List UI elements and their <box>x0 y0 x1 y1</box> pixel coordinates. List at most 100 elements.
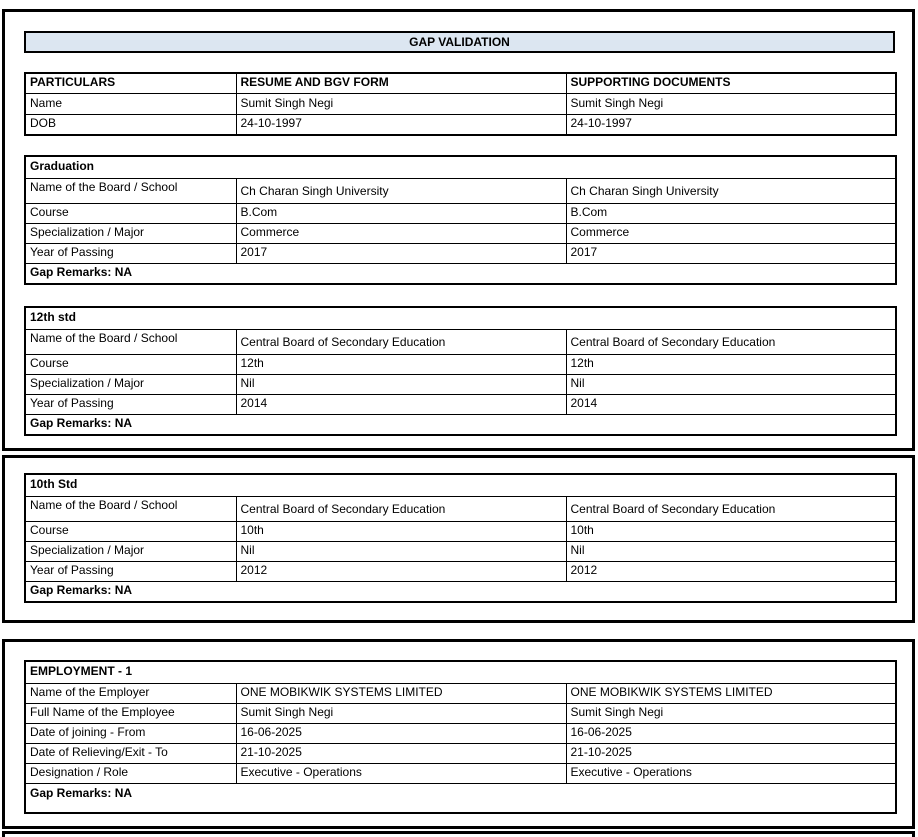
resume-value-cell: 24-10-1997 <box>235 113 567 136</box>
gap-remarks-row: Gap Remarks: NA <box>24 413 897 436</box>
resume-value-cell: Sumit Singh Negi <box>235 92 567 115</box>
resume-value-cell: 21-10-2025 <box>235 742 567 764</box>
table-row: Date of Relieving/Exit - To 21-10-2025 21-… <box>24 742 897 764</box>
gap-remarks-cell: Gap Remarks: NA <box>24 580 897 603</box>
resume-value-cell: Nil <box>235 540 567 562</box>
row-label-cell: Specialization / Major <box>24 222 237 244</box>
section-table: Graduation Name of the Board / School Ch C… <box>24 155 897 285</box>
section-title: 10th Std <box>24 473 897 497</box>
supporting-value-cell: Central Board of Secondary Education <box>565 495 897 522</box>
row-label-cell: Designation / Role <box>24 762 237 784</box>
resume-value-cell: Central Board of Secondary Education <box>235 495 567 522</box>
resume-value-cell: 16-06-2025 <box>235 722 567 744</box>
supporting-value-cell: Nil <box>565 373 897 395</box>
particulars-header-row: PARTICULARS RESUME AND BGV FORM SUPPORTING… <box>24 72 897 94</box>
supporting-value-cell: Executive - Operations <box>565 762 897 784</box>
section-title: 12th std <box>24 306 897 330</box>
resume-value-cell: 12th <box>235 353 567 375</box>
table-row: Course B.Com B.Com <box>24 202 897 224</box>
supporting-value-cell: 2012 <box>565 560 897 582</box>
resume-value-cell: 2012 <box>235 560 567 582</box>
section-employment-1-container: EMPLOYMENT - 1 Name of the Employer ONE MO… <box>24 660 912 814</box>
resume-value-cell: 2017 <box>235 242 567 264</box>
row-label-cell: Name of the Employer <box>24 682 237 704</box>
resume-value-cell: Ch Charan Singh University <box>235 177 567 204</box>
supporting-value-cell: 16-06-2025 <box>565 722 897 744</box>
supporting-value-cell: Nil <box>565 540 897 562</box>
supporting-value-cell: ONE MOBIKWIK SYSTEMS LIMITED <box>565 682 897 704</box>
table-row: Year of Passing 2014 2014 <box>24 393 897 415</box>
table-row: Designation / Role Executive - Operations… <box>24 762 897 784</box>
table-row: Name of the Board / School Ch Charan Sing… <box>24 177 897 204</box>
table-row: Specialization / Major Nil Nil <box>24 540 897 562</box>
supporting-value-cell: Central Board of Secondary Education <box>565 328 897 355</box>
supporting-value-cell: 2017 <box>565 242 897 264</box>
row-label-cell: Year of Passing <box>24 393 237 415</box>
group-box-10th-std: 10th Std Name of the Board / School Centra… <box>2 455 915 623</box>
row-label-cell: Year of Passing <box>24 242 237 264</box>
section-12th-std-container: 12th std Name of the Board / School Centra… <box>24 306 912 436</box>
page-title: GAP VALIDATION <box>24 31 895 53</box>
resume-value-cell: ONE MOBIKWIK SYSTEMS LIMITED <box>235 682 567 704</box>
table-row: Full Name of the Employee Sumit Singh Neg… <box>24 702 897 724</box>
resume-value-cell: 10th <box>235 520 567 542</box>
row-label-cell: Course <box>24 202 237 224</box>
supporting-value-cell: Sumit Singh Negi <box>565 702 897 724</box>
table-row: Specialization / Major Commerce Commerce <box>24 222 897 244</box>
supporting-value-cell: Sumit Singh Negi <box>565 92 897 115</box>
gap-remarks-row: Gap Remarks: NA <box>24 782 897 814</box>
row-label-cell: Name <box>24 92 237 115</box>
row-label-cell: Course <box>24 353 237 375</box>
gap-remarks-cell: Gap Remarks: NA <box>24 782 897 814</box>
row-label-cell: Name of the Board / School <box>24 495 237 522</box>
table-row: Name of the Employer ONE MOBIKWIK SYSTEMS… <box>24 682 897 704</box>
resume-value-cell: Nil <box>235 373 567 395</box>
supporting-value-cell: 10th <box>565 520 897 542</box>
table-row: Specialization / Major Nil Nil <box>24 373 897 395</box>
column-header: RESUME AND BGV FORM <box>235 72 567 94</box>
row-label-cell: Full Name of the Employee <box>24 702 237 724</box>
supporting-value-cell: 24-10-1997 <box>565 113 897 136</box>
supporting-value-cell: 21-10-2025 <box>565 742 897 764</box>
section-header-row: 12th std <box>24 306 897 330</box>
resume-value-cell: B.Com <box>235 202 567 224</box>
particulars-table-container: PARTICULARS RESUME AND BGV FORM SUPPORTING… <box>24 72 912 136</box>
gap-remarks-row: Gap Remarks: NA <box>24 262 897 285</box>
supporting-value-cell: Ch Charan Singh University <box>565 177 897 204</box>
resume-value-cell: 2014 <box>235 393 567 415</box>
supporting-value-cell: Commerce <box>565 222 897 244</box>
row-label-cell: Date of joining - From <box>24 722 237 744</box>
table-row: Course 10th 10th <box>24 520 897 542</box>
row-label-cell: Specialization / Major <box>24 373 237 395</box>
section-header-row: 10th Std <box>24 473 897 497</box>
section-table: EMPLOYMENT - 1 Name of the Employer ONE MO… <box>24 660 898 814</box>
resume-value-cell: Sumit Singh Negi <box>235 702 567 724</box>
row-label-cell: Name of the Board / School <box>24 177 237 204</box>
table-row: Course 12th 12th <box>24 353 897 375</box>
resume-value-cell: Executive - Operations <box>235 762 567 784</box>
table-row: Year of Passing 2017 2017 <box>24 242 897 264</box>
resume-value-cell: Central Board of Secondary Education <box>235 328 567 355</box>
resume-value-cell: Commerce <box>235 222 567 244</box>
next-group-box-cut-off <box>2 831 915 837</box>
section-title: Graduation <box>24 155 897 179</box>
table-row: DOB 24-10-1997 24-10-1997 <box>24 113 897 136</box>
row-label-cell: Course <box>24 520 237 542</box>
section-table: 10th Std Name of the Board / School Centra… <box>24 473 898 603</box>
row-label-cell: Date of Relieving/Exit - To <box>24 742 237 764</box>
group-box-employment: EMPLOYMENT - 1 Name of the Employer ONE MO… <box>2 639 915 829</box>
particulars-table: PARTICULARS RESUME AND BGV FORM SUPPORTING… <box>24 72 897 136</box>
table-row: Name of the Board / School Central Board … <box>24 328 897 355</box>
section-10th-std-container: 10th Std Name of the Board / School Centra… <box>24 473 912 603</box>
gap-remarks-row: Gap Remarks: NA <box>24 580 897 603</box>
supporting-value-cell: 12th <box>565 353 897 375</box>
row-label-cell: Specialization / Major <box>24 540 237 562</box>
section-title: EMPLOYMENT - 1 <box>24 660 897 684</box>
gap-remarks-cell: Gap Remarks: NA <box>24 413 897 436</box>
group-box-main: GAP VALIDATION PARTICULARS RESUME AND BGV… <box>2 9 915 451</box>
table-row: Name Sumit Singh Negi Sumit Singh Negi <box>24 92 897 115</box>
column-header: PARTICULARS <box>24 72 237 94</box>
table-row: Name of the Board / School Central Board … <box>24 495 897 522</box>
supporting-value-cell: B.Com <box>565 202 897 224</box>
